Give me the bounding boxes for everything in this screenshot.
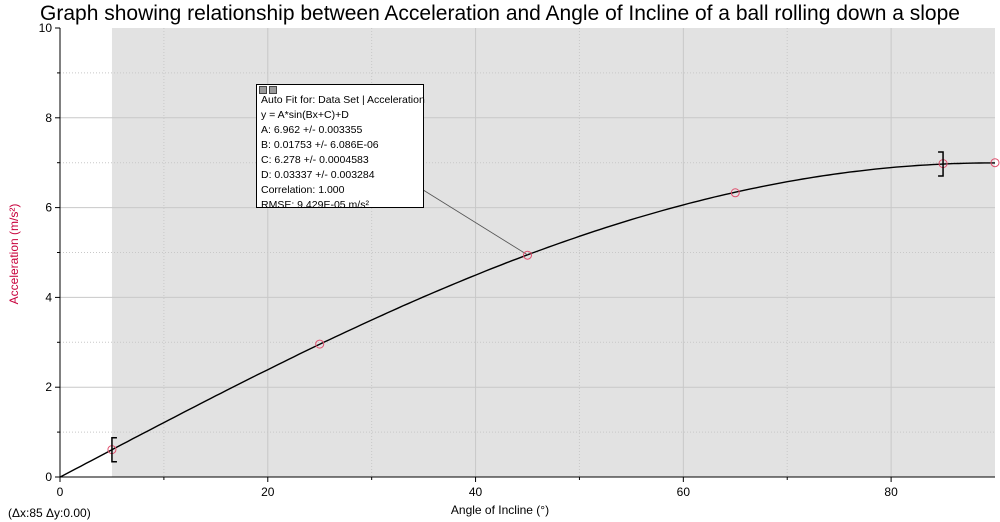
fit-annotation-line xyxy=(419,187,528,256)
fit-line-equation: y = A*sin(Bx+C)+D xyxy=(261,109,349,121)
fit-line-a: A: 6.962 +/- 0.003355 xyxy=(261,124,363,136)
delta-readout: (Δx:85 Δy:0.00) xyxy=(8,506,91,520)
y-tick-label: 2 xyxy=(45,380,52,394)
data-point xyxy=(523,250,532,260)
fit-line-title: Auto Fit for: Data Set | Acceleration xyxy=(261,94,425,106)
y-tick-label: 6 xyxy=(45,201,52,215)
fit-line-correlation: Correlation: 1.000 xyxy=(261,184,345,196)
y-tick-label: 4 xyxy=(45,290,52,304)
x-tick-label: 80 xyxy=(884,485,898,499)
data-point xyxy=(990,158,1000,168)
y-tick-label: 8 xyxy=(45,111,52,125)
y-tick-label: 0 xyxy=(45,470,52,484)
x-axis-label: Angle of Incline (°) xyxy=(450,503,550,517)
fit-line-c: C: 6.278 +/- 0.0004583 xyxy=(261,154,369,166)
menu-icon[interactable] xyxy=(269,86,277,94)
y-axis-label: Acceleration (m/s²) xyxy=(7,203,21,305)
fit-line-d: D: 0.03337 +/- 0.003284 xyxy=(261,169,375,181)
range-bracket-left xyxy=(111,437,117,463)
x-tick-label: 20 xyxy=(261,485,275,499)
x-tick-label: 0 xyxy=(57,485,64,499)
shaded-region xyxy=(111,28,995,477)
auto-fit-box[interactable]: Auto Fit for: Data Set | Acceleration y … xyxy=(256,84,425,211)
close-icon[interactable] xyxy=(259,86,267,94)
data-point xyxy=(730,188,740,198)
x-tick-label: 60 xyxy=(677,485,691,499)
data-point xyxy=(315,339,325,349)
fit-line-b: B: 0.01753 +/- 6.086E-06 xyxy=(261,139,379,151)
y-tick-label: 10 xyxy=(39,21,53,35)
range-bracket-right xyxy=(938,151,944,177)
chart-title: Graph showing relationship between Accel… xyxy=(40,2,960,25)
fit-line-rmse: RMSE: 9.429E-05 m/s² xyxy=(261,199,369,211)
x-tick-label: 40 xyxy=(469,485,483,499)
